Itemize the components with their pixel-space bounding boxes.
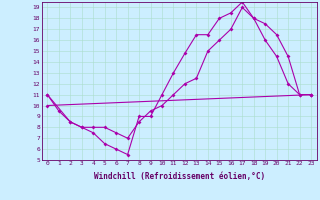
X-axis label: Windchill (Refroidissement éolien,°C): Windchill (Refroidissement éolien,°C) xyxy=(94,172,265,181)
